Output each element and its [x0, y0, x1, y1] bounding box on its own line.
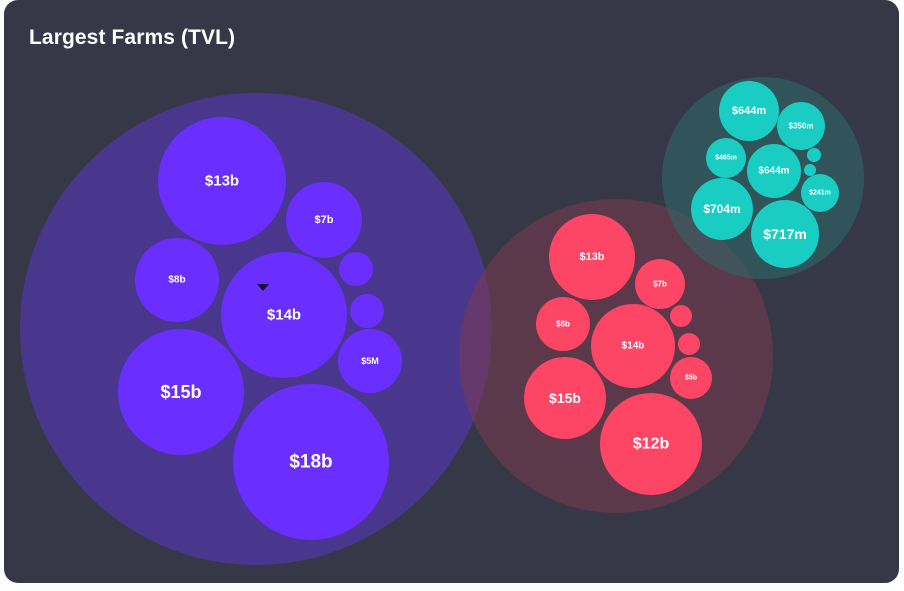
bubble-teal-2[interactable] [706, 138, 746, 178]
bubble-label-teal-7: $704m [703, 202, 740, 216]
chart-title: Largest Farms (TVL) [29, 26, 236, 49]
bubble-label-purple-7: $15b [160, 382, 201, 402]
chart-card: $13b $7b $8b $14b $5M $15b $18b $13b $7b $8b $14b $… [4, 0, 899, 583]
bubble-purple-7[interactable] [118, 329, 244, 455]
bubble-purple-6[interactable] [338, 329, 402, 393]
bubble-red-1[interactable] [635, 259, 685, 309]
bubble-purple-4[interactable] [221, 252, 347, 378]
bubble-purple-5[interactable] [350, 294, 384, 328]
bubble-teal-6[interactable] [801, 174, 839, 212]
bubble-group-teal: $644m $350m $465m $644m $241m $704m $717m [662, 77, 864, 279]
bubble-teal-4[interactable] [807, 148, 821, 162]
bubble-chart: $13b$7b$8b$14b$5M$15b$18b$13b$7b$8b$14b$… [20, 77, 864, 565]
bubble-label-teal-0: $644m [732, 105, 766, 117]
bubble-teal-8[interactable] [751, 200, 819, 268]
bubble-red-2[interactable] [536, 297, 590, 351]
bubble-label-teal-8: $717m [763, 226, 807, 242]
bubble-label-teal-1: $350m [789, 122, 814, 131]
bubble-label-red-4: $14b [622, 341, 645, 352]
bubble-label-teal-3: $644m [758, 166, 789, 177]
bubble-group-purple: $13b $7b $8b $14b $5M $15b $18b [20, 93, 492, 565]
bubble-purple-8[interactable] [233, 384, 389, 540]
bubble-red-4[interactable] [591, 304, 675, 388]
bubble-label-teal-2: $465m [715, 155, 737, 162]
bubble-purple-2[interactable] [135, 238, 219, 322]
bubble-label-purple-8: $18b [289, 452, 332, 473]
bubble-teal-1[interactable] [777, 102, 825, 150]
bubble-purple-3[interactable] [339, 252, 373, 286]
bubble-teal-5[interactable] [804, 164, 816, 176]
bubble-label-purple-6: $5M [361, 356, 379, 366]
bubble-label-red-6: $5b [685, 375, 697, 382]
bubble-red-7[interactable] [524, 357, 606, 439]
cursor-pointer-icon [257, 284, 269, 291]
bubble-label-red-8: $12b [633, 436, 670, 453]
bubble-group-red: $13b $7b $8b $14b $5b $15b $12b [459, 199, 773, 513]
bubble-teal-3[interactable] [747, 144, 801, 198]
bubble-red-3[interactable] [670, 305, 692, 327]
bubble-purple-1[interactable] [286, 182, 362, 258]
bubble-label-red-2: $8b [556, 320, 570, 329]
bubble-red-6[interactable] [670, 357, 712, 399]
bubble-label-red-7: $15b [549, 390, 581, 406]
bubble-purple-0[interactable] [158, 117, 286, 245]
bubble-label-purple-0: $13b [205, 173, 239, 190]
bubble-label-teal-6: $241m [809, 190, 831, 197]
bubble-label-purple-4: $14b [267, 307, 301, 324]
bubble-label-purple-1: $7b [315, 214, 334, 226]
bubble-red-5[interactable] [678, 333, 700, 355]
bubble-teal-7[interactable] [691, 178, 753, 240]
bubble-red-8[interactable] [600, 393, 702, 495]
bubble-label-red-1: $7b [653, 280, 667, 289]
bubble-red-0[interactable] [549, 214, 635, 300]
bubble-label-red-0: $13b [579, 251, 604, 263]
bubble-label-purple-2: $8b [168, 275, 185, 286]
bubble-teal-0[interactable] [719, 81, 779, 141]
